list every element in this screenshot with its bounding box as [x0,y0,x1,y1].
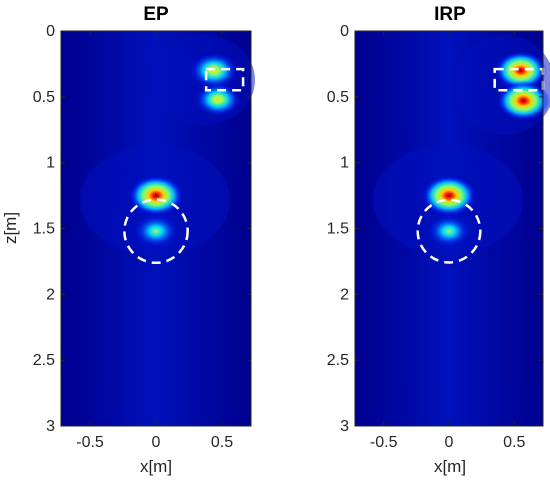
y-tick-label: 2.5 [327,352,349,369]
hotspot [128,175,184,216]
x-tick-label: 0.5 [211,434,233,451]
y-tick-label: 3 [46,418,55,435]
x-tick-label: 0 [152,434,161,451]
annotations [416,67,545,264]
panel-ep: EP -0.5 0 0.5 0 0.5 1 1.5 2 2.5 3 z[m] x[m] [1,4,255,476]
x-tick-label: -0.5 [76,434,104,451]
y-tick-label: 2 [340,286,349,303]
y-tick-label: 1 [46,155,55,172]
y-tick-label: 2 [46,286,55,303]
dashed-rectangle-annotation [204,67,245,92]
annotations [123,67,245,265]
x-axis-label: x[m] [434,457,466,476]
hotspot [494,51,547,90]
y-tick-label: 3 [340,418,349,435]
panel-irp: IRP -0.5 0 0.5 0 0.5 1 1.5 2 2.5 3 x[m] [327,4,550,476]
y-tick-label: 0 [340,23,349,40]
y-tick-label: 1 [340,155,349,172]
y-tick-label: 1.5 [327,221,349,238]
axis-ticks: -0.5 0 0.5 0 0.5 1 1.5 2 2.5 3 [33,23,251,451]
y-axis-label: z[m] [1,212,20,244]
y-tick-label: 0 [46,23,55,40]
hotspot [195,82,241,117]
y-tick-label: 2.5 [33,352,55,369]
dashed-rectangle-annotation [493,67,545,92]
x-tick-label: -0.5 [370,434,398,451]
hotspots [128,52,241,248]
x-axis-label: x[m] [140,457,172,476]
chart-title: EP [143,4,169,25]
axis-ticks: -0.5 0 0.5 0 0.5 1 1.5 2 2.5 3 [327,23,543,451]
hotspot [189,52,239,89]
dashed-circle-annotation [416,198,482,264]
chart-title: IRP [434,4,466,25]
hotspot [427,215,471,248]
y-tick-label: 0.5 [33,89,55,106]
y-tick-label: 1.5 [33,221,55,238]
hotspot [133,214,179,248]
dashed-circle-annotation [123,198,189,265]
x-tick-label: 0.5 [503,434,525,451]
hotspot [421,175,477,216]
y-tick-label: 0.5 [327,89,349,106]
x-tick-label: 0 [445,434,454,451]
